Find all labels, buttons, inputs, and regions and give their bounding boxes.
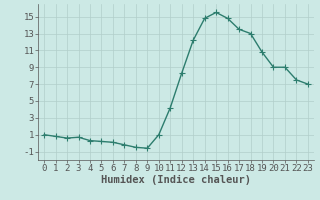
X-axis label: Humidex (Indice chaleur): Humidex (Indice chaleur) <box>101 175 251 185</box>
